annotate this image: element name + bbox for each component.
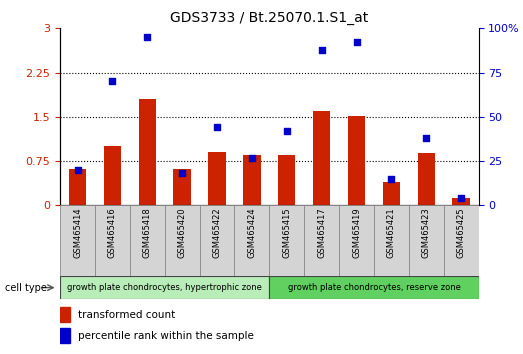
Bar <box>278 155 295 205</box>
Bar <box>243 155 260 205</box>
Bar <box>452 198 470 205</box>
Bar <box>269 276 479 299</box>
Bar <box>60 307 70 322</box>
Bar <box>60 276 269 299</box>
Point <box>422 135 430 141</box>
Bar <box>417 153 435 205</box>
Text: growth plate chondrocytes, reserve zone: growth plate chondrocytes, reserve zone <box>288 283 460 292</box>
Bar <box>60 205 95 276</box>
Bar <box>444 205 479 276</box>
Bar <box>69 169 86 205</box>
Bar <box>208 152 226 205</box>
Text: GSM465418: GSM465418 <box>143 207 152 258</box>
Bar <box>130 205 165 276</box>
Point <box>73 167 82 173</box>
Bar <box>60 328 70 343</box>
Text: GSM465415: GSM465415 <box>282 207 291 258</box>
Text: GSM465414: GSM465414 <box>73 207 82 258</box>
Text: GSM465416: GSM465416 <box>108 207 117 258</box>
Bar <box>95 205 130 276</box>
Text: GSM465417: GSM465417 <box>317 207 326 258</box>
Bar <box>104 146 121 205</box>
Bar <box>200 205 234 276</box>
Bar <box>409 205 444 276</box>
Text: GSM465421: GSM465421 <box>387 207 396 258</box>
Point <box>213 125 221 130</box>
Bar <box>374 205 409 276</box>
Point <box>178 171 186 176</box>
Point <box>353 40 361 45</box>
Text: GSM465424: GSM465424 <box>247 207 256 258</box>
Bar <box>348 116 365 205</box>
Bar <box>304 205 339 276</box>
Text: percentile rank within the sample: percentile rank within the sample <box>78 331 254 341</box>
Text: cell type: cell type <box>5 282 47 293</box>
Bar <box>383 182 400 205</box>
Text: GSM465425: GSM465425 <box>457 207 465 258</box>
Title: GDS3733 / Bt.25070.1.S1_at: GDS3733 / Bt.25070.1.S1_at <box>170 11 369 24</box>
Bar <box>174 169 191 205</box>
Bar <box>165 205 200 276</box>
Text: GSM465422: GSM465422 <box>212 207 222 258</box>
Point <box>282 128 291 134</box>
Text: transformed count: transformed count <box>78 309 175 320</box>
Text: GSM465420: GSM465420 <box>178 207 187 258</box>
Text: growth plate chondrocytes, hypertrophic zone: growth plate chondrocytes, hypertrophic … <box>67 283 262 292</box>
Point <box>387 176 395 182</box>
Bar <box>339 205 374 276</box>
Point <box>457 195 465 201</box>
Bar <box>313 111 331 205</box>
Bar <box>269 205 304 276</box>
Bar <box>139 99 156 205</box>
Point <box>108 79 117 84</box>
Point <box>143 34 152 40</box>
Bar <box>234 205 269 276</box>
Point <box>248 155 256 160</box>
Text: GSM465419: GSM465419 <box>352 207 361 258</box>
Text: GSM465423: GSM465423 <box>422 207 431 258</box>
Point <box>317 47 326 52</box>
